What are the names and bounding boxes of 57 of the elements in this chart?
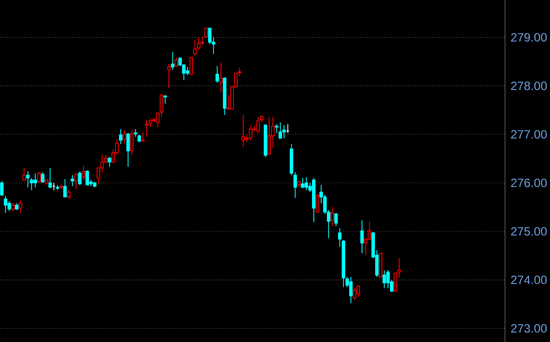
- y-tick-label: 279.00: [511, 33, 547, 42]
- candlestick: [70, 174, 74, 187]
- y-tick-label: 277.00: [511, 130, 547, 139]
- candlestick: [394, 272, 398, 292]
- candlestick: [282, 124, 286, 139]
- candlestick: [300, 178, 304, 189]
- candlestick: [330, 206, 334, 226]
- candlestick: [126, 132, 130, 168]
- candlestick: [134, 128, 138, 138]
- y-tick-label: 278.00: [511, 82, 547, 90]
- candlestick: [304, 176, 308, 191]
- candlestick: [63, 178, 67, 198]
- candlestick: [215, 66, 219, 84]
- y-tick-label: 274.00: [511, 276, 547, 284]
- candlestick: [34, 172, 38, 188]
- candlestick: [122, 130, 126, 144]
- candlestick: [193, 39, 197, 56]
- candlestick: [349, 276, 353, 304]
- candlestick: [40, 172, 44, 184]
- candlestick: [382, 270, 386, 289]
- candlestick: [170, 52, 174, 70]
- candlestick: [386, 270, 390, 289]
- candlestick: [167, 64, 171, 88]
- candlestick: [360, 220, 364, 254]
- candlestick: [86, 170, 90, 186]
- y-tick-label: 276.00: [511, 178, 547, 188]
- candlestick: [4, 196, 8, 214]
- y-tick-label: 273.00: [511, 324, 547, 333]
- candlestick: [267, 116, 271, 155]
- candlestick: [26, 170, 30, 188]
- candlestick: [78, 170, 82, 186]
- candlestick: [0, 180, 4, 196]
- candlestick: [256, 116, 260, 134]
- candlestick: [241, 114, 245, 148]
- candlestick: [144, 119, 148, 138]
- candlestick: [316, 194, 320, 214]
- candlestick: [156, 112, 160, 128]
- candlestick: [278, 122, 282, 139]
- y-tick-label: 275.00: [511, 227, 547, 236]
- candlestick: [397, 258, 401, 278]
- candlestick: [248, 124, 252, 141]
- candlestick: [48, 167, 52, 189]
- candlestick: [174, 56, 178, 68]
- candlestick: [82, 166, 86, 180]
- candlestick: [22, 167, 26, 182]
- candlestick: [190, 56, 193, 75]
- candlestick: [352, 288, 356, 300]
- candlestick: [378, 252, 382, 278]
- candlestick: [74, 174, 78, 190]
- candlestick: [334, 212, 338, 226]
- candlestick: [356, 284, 360, 298]
- candlestick: [118, 128, 122, 144]
- candlestick: [219, 62, 223, 93]
- candlestick: [141, 132, 145, 142]
- candlestick: [130, 130, 134, 156]
- candlestick: [108, 156, 112, 168]
- candlestick: [18, 200, 22, 214]
